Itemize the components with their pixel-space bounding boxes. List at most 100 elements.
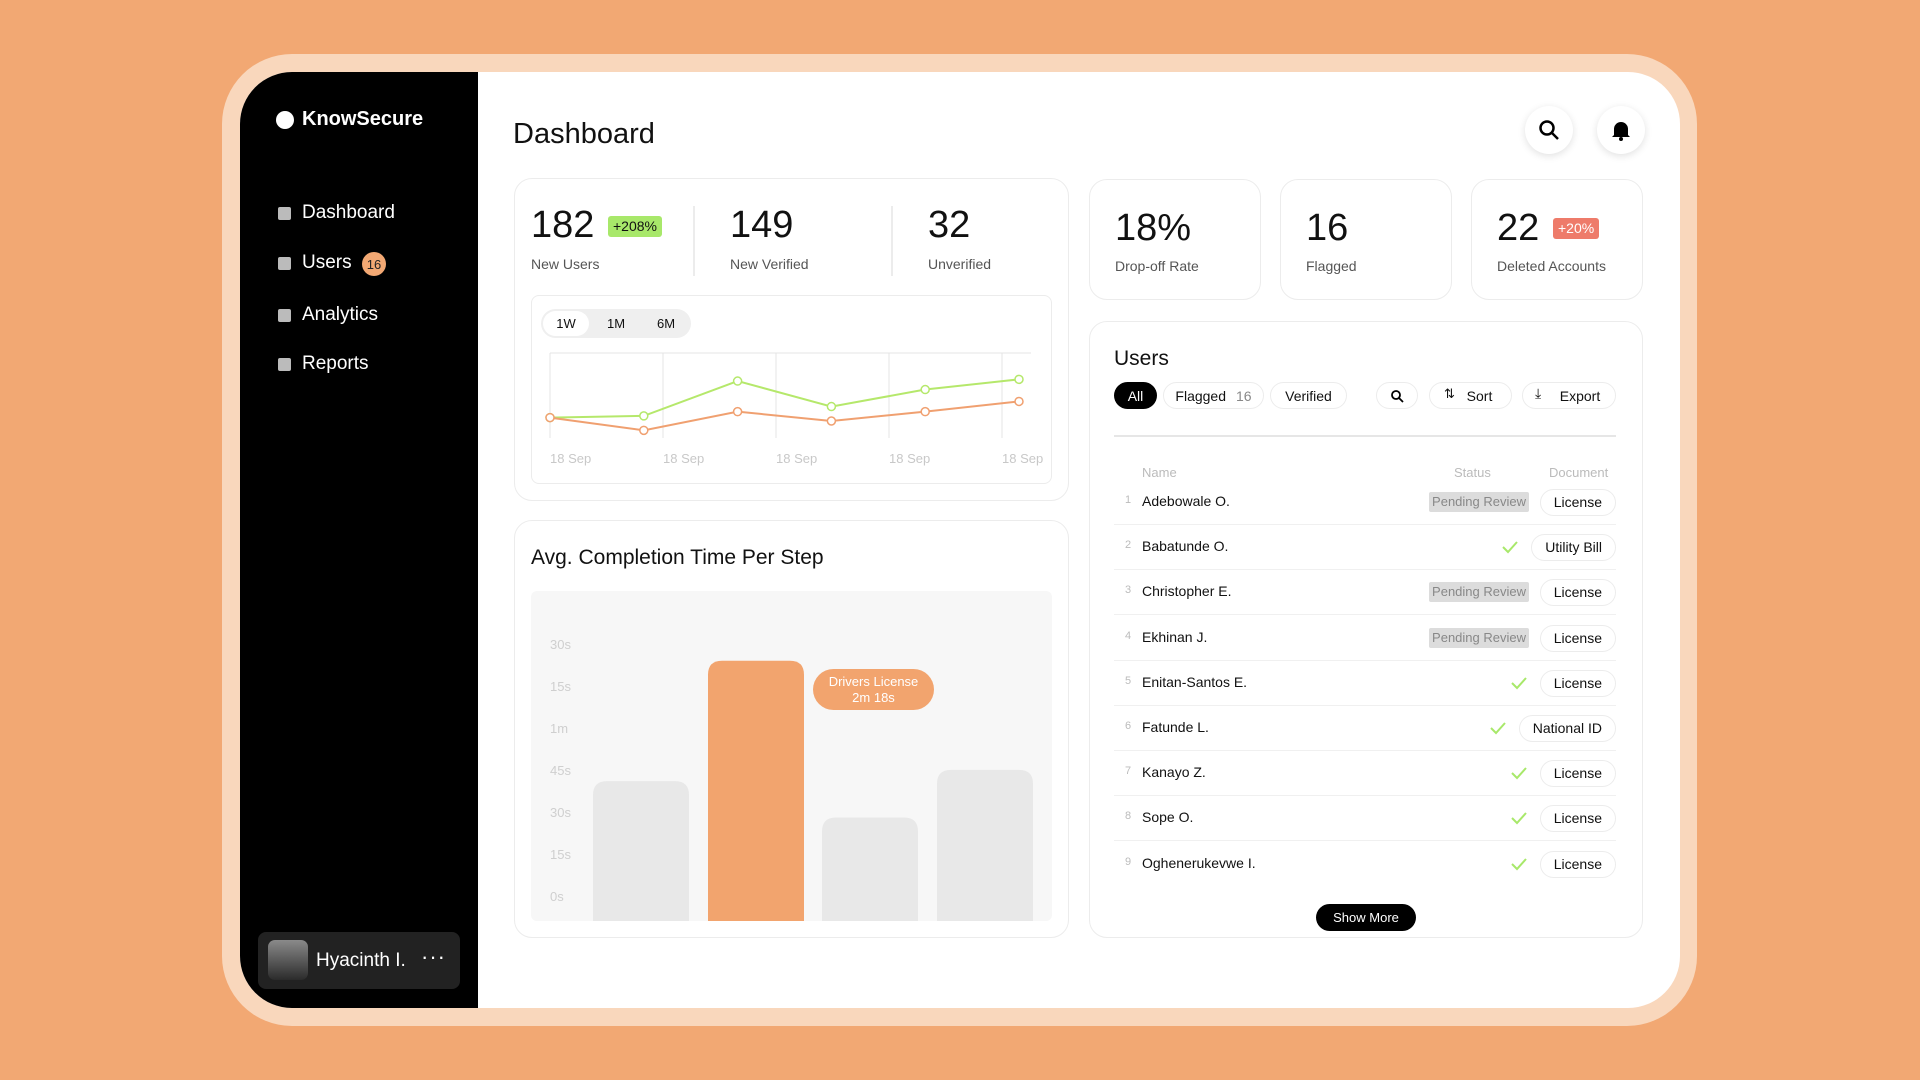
range-tab[interactable]: 1M bbox=[606, 316, 626, 331]
verified-check bbox=[1510, 674, 1528, 692]
nav-icon bbox=[278, 207, 291, 220]
x-label: 18 Sep bbox=[663, 451, 704, 466]
row-divider bbox=[1114, 614, 1616, 616]
search-button[interactable] bbox=[1525, 106, 1573, 154]
stat-value: 182 bbox=[531, 204, 595, 246]
bar bbox=[937, 769, 1033, 921]
search-filter[interactable] bbox=[1376, 382, 1418, 409]
separator bbox=[1114, 435, 1616, 437]
export-button[interactable]: Export bbox=[1522, 382, 1616, 409]
row-index: 6 bbox=[1125, 720, 1132, 732]
document-pill: License bbox=[1539, 760, 1616, 788]
y-tick-label: 15s bbox=[550, 679, 571, 694]
nav-item[interactable]: Reports bbox=[302, 353, 369, 374]
row-index: 2 bbox=[1125, 539, 1132, 552]
brand: KnowSecure bbox=[302, 108, 424, 130]
row-index: 7 bbox=[1125, 765, 1132, 778]
kpi-change: +20% bbox=[1553, 218, 1600, 239]
search-icon bbox=[1539, 120, 1559, 140]
row-name[interactable]: Babatunde O. bbox=[1142, 538, 1229, 555]
user-name: Hyacinth I. bbox=[316, 950, 406, 971]
check-icon bbox=[1490, 722, 1506, 735]
row-name[interactable]: Sope O. bbox=[1142, 809, 1194, 826]
row-index: 8 bbox=[1125, 810, 1132, 823]
document-pill: License bbox=[1539, 805, 1616, 833]
divider bbox=[693, 206, 695, 276]
y-tick-label: 0s bbox=[550, 889, 564, 904]
trend-point bbox=[826, 416, 837, 426]
more-icon[interactable]: ··· bbox=[421, 944, 446, 969]
row-index: 5 bbox=[1125, 674, 1132, 687]
document-pill: License bbox=[1539, 669, 1616, 697]
nav-icon bbox=[278, 257, 291, 270]
y-tick-label: 30s bbox=[550, 805, 571, 820]
col-header: Status bbox=[1454, 465, 1491, 480]
logo bbox=[276, 111, 294, 129]
stat-label: New Users bbox=[531, 256, 600, 272]
row-name[interactable]: Fatunde L. bbox=[1142, 719, 1209, 735]
document-pill: License bbox=[1539, 579, 1616, 607]
filter-label: Verified bbox=[1285, 387, 1332, 404]
row-divider bbox=[1114, 840, 1616, 842]
verified-check bbox=[1510, 764, 1528, 782]
row-name[interactable]: Ekhinan J. bbox=[1142, 628, 1208, 645]
kpi-value: 22 bbox=[1497, 207, 1540, 249]
kpi-label: Deleted Accounts bbox=[1497, 258, 1606, 274]
kpi-card bbox=[1089, 179, 1261, 300]
trend-point bbox=[920, 406, 930, 417]
row-name[interactable]: Enitan-Santos E. bbox=[1142, 673, 1248, 690]
verified-check bbox=[1489, 719, 1507, 737]
notification-button[interactable] bbox=[1597, 106, 1645, 154]
completion-chart: 0s 15s 30s 45s 1m 15s 30s bbox=[531, 591, 1052, 921]
row-divider bbox=[1114, 659, 1616, 661]
document-pill: License bbox=[1539, 850, 1616, 878]
trend-line bbox=[549, 378, 1020, 419]
y-tick-label: 15s bbox=[550, 847, 571, 862]
trend-point bbox=[639, 411, 649, 421]
stat-label: New Verified bbox=[730, 256, 809, 272]
y-tick-label: 1m bbox=[550, 721, 568, 736]
nav-item[interactable]: Dashboard bbox=[302, 202, 395, 223]
sort-button[interactable]: Sort bbox=[1429, 382, 1512, 409]
export-icon: ⤓ bbox=[1535, 385, 1542, 401]
range-tab[interactable]: 1W bbox=[543, 311, 589, 336]
filter[interactable]: Flagged 16 bbox=[1163, 382, 1264, 409]
trend-point bbox=[920, 384, 930, 395]
kpi-label: Flagged bbox=[1306, 258, 1357, 274]
filter-count: 16 bbox=[1236, 387, 1252, 404]
show-more[interactable]: Show More bbox=[1316, 904, 1416, 931]
bar bbox=[822, 817, 918, 921]
document-pill: National ID bbox=[1518, 715, 1616, 742]
kpi-label: Drop-off Rate bbox=[1115, 258, 1199, 274]
tooltip-label: Drivers License bbox=[828, 674, 919, 689]
check-icon bbox=[1511, 812, 1527, 825]
search-icon bbox=[1391, 389, 1404, 403]
row-name[interactable]: Adebowale O. bbox=[1142, 493, 1230, 509]
tooltip-value: 2m 18s bbox=[852, 690, 895, 705]
nav-item[interactable]: Analytics bbox=[302, 304, 379, 325]
row-name[interactable]: Oghenerukevwe I. bbox=[1142, 854, 1256, 871]
trend-point bbox=[732, 406, 743, 417]
trend-point bbox=[826, 401, 837, 412]
tooltip: Drivers License 2m 18s bbox=[813, 669, 934, 710]
check-icon bbox=[1502, 541, 1518, 554]
col-header: Document bbox=[1549, 465, 1609, 480]
filter[interactable]: All bbox=[1114, 382, 1157, 409]
nav-item[interactable]: Users bbox=[302, 252, 352, 273]
avatar bbox=[268, 940, 308, 980]
x-label: 18 Sep bbox=[1002, 451, 1043, 466]
nav-icon bbox=[278, 358, 291, 371]
row-name[interactable]: Christopher E. bbox=[1142, 583, 1232, 600]
kpi-value: 16 bbox=[1306, 207, 1349, 249]
trend-point bbox=[732, 376, 743, 386]
range-tab[interactable]: 6M bbox=[656, 316, 676, 331]
row-name[interactable]: Kanayo Z. bbox=[1142, 764, 1206, 781]
chart-title: Avg. Completion Time Per Step bbox=[531, 546, 824, 569]
status-badge: Pending Review bbox=[1429, 492, 1529, 512]
stat-label: Unverified bbox=[928, 256, 992, 272]
stat-value: 149 bbox=[730, 204, 794, 246]
row-divider bbox=[1114, 524, 1616, 525]
nav-icon bbox=[278, 309, 291, 322]
filter[interactable]: Verified bbox=[1270, 382, 1347, 409]
trend-point bbox=[639, 425, 649, 436]
